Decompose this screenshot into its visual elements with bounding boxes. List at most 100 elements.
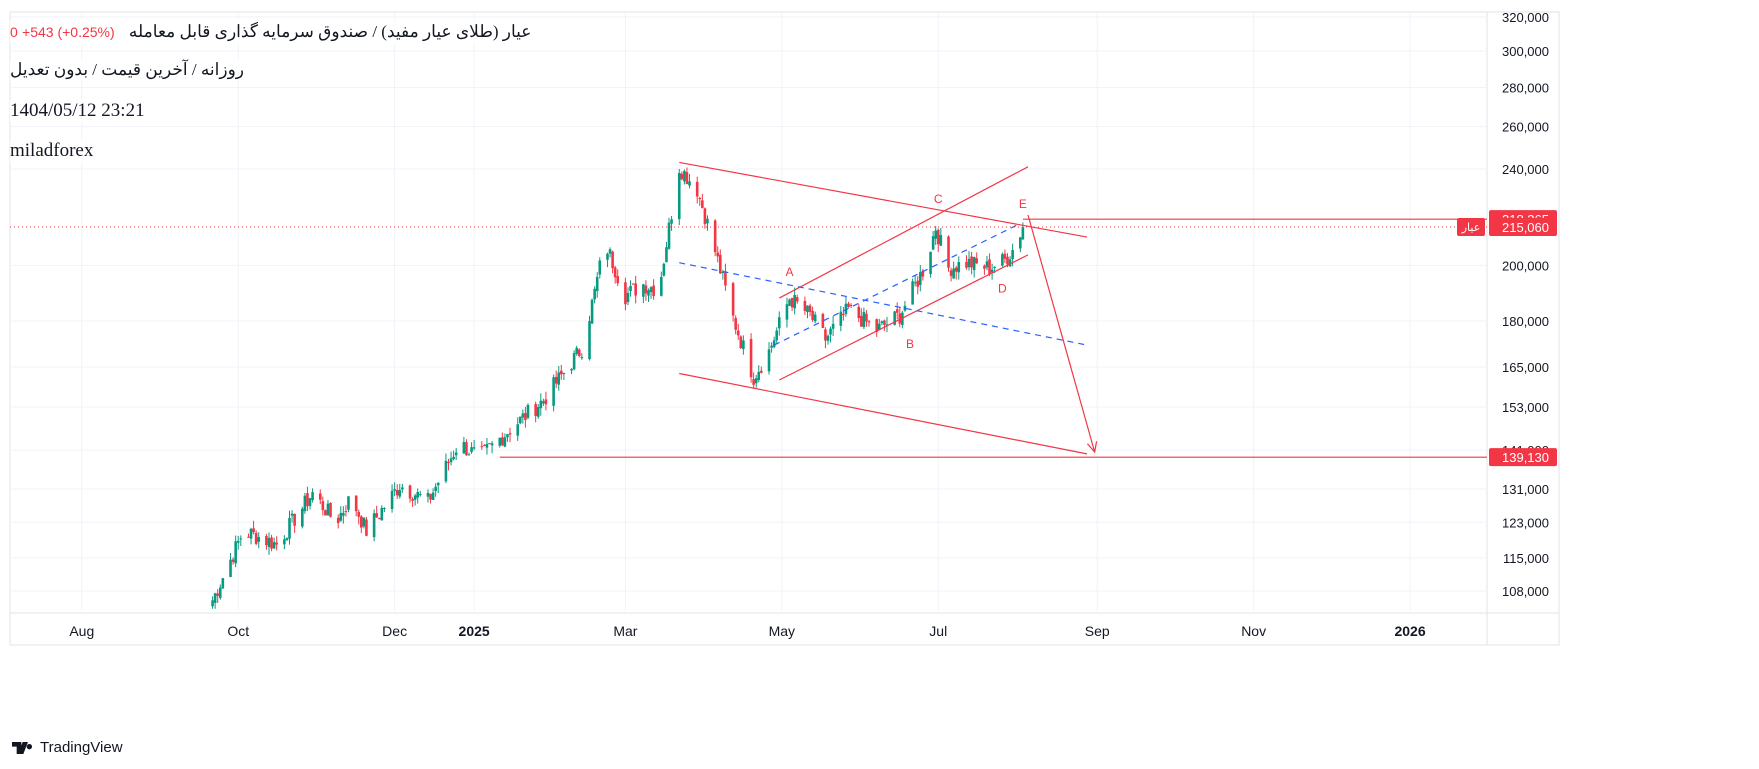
candle-down xyxy=(734,318,737,330)
y-tick-label: 131,000 xyxy=(1502,482,1549,497)
candle-down xyxy=(795,297,799,302)
candle-up xyxy=(467,454,471,456)
candle-up xyxy=(303,495,307,512)
candle-down xyxy=(634,283,637,296)
candle-down xyxy=(336,517,340,524)
candle-down xyxy=(803,300,807,311)
candle-up xyxy=(526,405,530,418)
upper-channel-line[interactable] xyxy=(679,161,1088,238)
y-tick-label: 123,000 xyxy=(1502,515,1549,530)
candle-up xyxy=(434,486,437,492)
tradingview-logo-icon xyxy=(12,741,33,754)
drawings-layer[interactable]: A B C D E xyxy=(10,161,1487,458)
candle-up xyxy=(413,495,417,500)
candle-up xyxy=(670,219,673,224)
candle-up xyxy=(218,587,222,598)
candle-up xyxy=(211,600,214,607)
candle-up xyxy=(311,492,314,501)
candle-up xyxy=(390,490,394,510)
candle-down xyxy=(936,229,940,245)
candle-up xyxy=(683,170,686,182)
candle-down xyxy=(860,315,863,327)
dashed-downtrend-line[interactable] xyxy=(679,262,1088,346)
candle-down xyxy=(865,313,868,322)
candle-up xyxy=(775,330,779,341)
candle-up xyxy=(542,401,545,404)
candle-up xyxy=(426,492,430,497)
candle-down xyxy=(898,313,902,324)
candle-down xyxy=(731,283,735,316)
candle-up xyxy=(503,437,507,447)
candle-down xyxy=(554,376,558,384)
candle-up xyxy=(649,287,653,293)
chart-grid xyxy=(9,11,1560,646)
candle-up xyxy=(931,236,935,250)
candle-up xyxy=(626,292,630,303)
candle-up xyxy=(598,260,602,275)
dashed-uptrend-line[interactable] xyxy=(773,224,1019,346)
candle-up xyxy=(290,513,294,516)
y-tick-label: 280,000 xyxy=(1502,81,1549,96)
candle-up xyxy=(662,263,666,276)
candle-down xyxy=(988,259,991,274)
candle-up xyxy=(677,173,681,220)
tradingview-brand[interactable]: TradingView xyxy=(12,739,123,756)
candle-up xyxy=(829,328,832,335)
candle-up xyxy=(667,222,671,249)
candle-up xyxy=(234,541,237,564)
candle-down xyxy=(947,236,950,268)
wave-label-c: C xyxy=(934,192,943,206)
candle-up xyxy=(418,494,422,496)
candle-up xyxy=(570,368,573,371)
candle-down xyxy=(849,304,853,306)
candle-up xyxy=(380,507,384,521)
candle-down xyxy=(321,501,325,511)
candle-up xyxy=(793,295,796,309)
candle-up xyxy=(490,443,494,446)
wave-label-d: D xyxy=(998,281,1007,295)
candle-down xyxy=(824,329,827,341)
candle-up xyxy=(785,304,789,320)
candle-down xyxy=(624,282,627,305)
candle-up xyxy=(301,508,304,527)
x-tick-label: 2025 xyxy=(459,623,490,639)
candle-up xyxy=(754,378,758,384)
rising-channel-lower-line[interactable] xyxy=(779,254,1029,381)
candle-up xyxy=(721,271,725,273)
candle-up xyxy=(272,542,276,549)
candle-up xyxy=(877,323,881,331)
candle-down xyxy=(360,516,363,528)
projection-arrow[interactable] xyxy=(1027,214,1096,453)
candle-up xyxy=(539,400,543,409)
candle-down xyxy=(483,444,486,446)
candle-up xyxy=(326,503,330,516)
x-tick-label: 2026 xyxy=(1394,623,1425,639)
candle-down xyxy=(685,172,689,185)
candle-up xyxy=(880,321,884,324)
candle-up xyxy=(575,347,578,354)
candle-down xyxy=(718,254,722,274)
candle-up xyxy=(885,324,889,326)
candle-up xyxy=(903,305,907,311)
candle-up xyxy=(952,268,955,279)
candle-up xyxy=(362,517,366,527)
candle-up xyxy=(788,299,791,306)
lower-channel-line[interactable] xyxy=(679,372,1088,455)
rising-channel-upper-line[interactable] xyxy=(778,166,1029,299)
symbol-title[interactable]: عیار (طلای عیار مفید) / صندوق سرمایه گذا… xyxy=(10,20,536,44)
candle-down xyxy=(752,379,755,385)
candle-up xyxy=(436,482,440,486)
candle-up xyxy=(593,288,596,300)
candle-down xyxy=(247,536,250,538)
y-tick-label: 180,000 xyxy=(1502,314,1549,329)
candle-down xyxy=(293,513,296,526)
candle-down xyxy=(975,258,979,264)
candle-up xyxy=(929,251,932,274)
candle-down xyxy=(842,313,845,316)
candle-up xyxy=(398,490,402,497)
candle-down xyxy=(306,493,309,507)
candle-down xyxy=(954,267,958,272)
candle-up xyxy=(557,372,561,385)
